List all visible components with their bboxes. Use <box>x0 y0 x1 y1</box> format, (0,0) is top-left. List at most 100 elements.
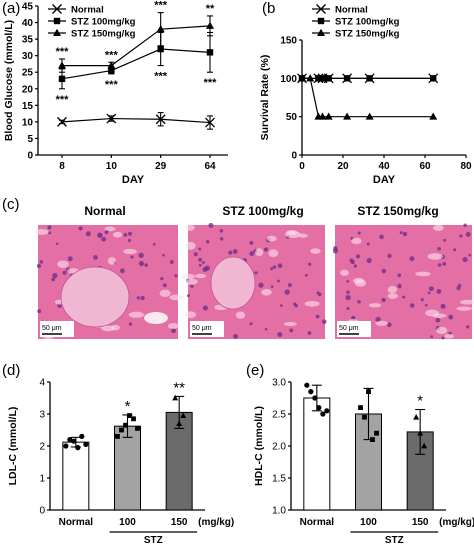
chart-b-point <box>343 112 352 120</box>
histology-nucleus <box>187 294 190 298</box>
histology-nucleus <box>101 236 107 242</box>
chart-e-ytick-label: 1.5 <box>272 474 286 485</box>
chart-a-ytick-label: 0 <box>27 151 33 162</box>
chart-e-datapoint <box>304 382 310 388</box>
chart-e-datapoint <box>362 414 367 420</box>
histology-gap <box>261 289 272 296</box>
chart-e-xtick-label: Normal <box>300 517 335 528</box>
histology-gap <box>169 294 184 301</box>
histology-nucleus <box>144 263 148 267</box>
panel-d-label: (d) <box>2 362 21 379</box>
histology-nucleus <box>357 231 361 235</box>
chart-a-xtick-label: 29 <box>155 161 167 172</box>
chart-a-significance: *** <box>105 79 119 91</box>
chart-a-series-line <box>61 117 211 124</box>
chart-a-ytick-label: 45 <box>22 2 34 13</box>
scale-bar-background <box>40 321 74 337</box>
histology-gap <box>255 248 264 257</box>
chart-e-xtick-label: 100 <box>360 517 377 528</box>
histology-gap <box>104 226 116 232</box>
histology-nucleus <box>440 303 446 309</box>
chart-a-xtick-label: 10 <box>106 161 118 172</box>
histology-gap <box>304 300 320 307</box>
histology-nucleus <box>284 289 290 295</box>
histology-nucleus <box>277 279 280 283</box>
chart-b-point <box>324 112 333 120</box>
histology-nucleus <box>136 296 141 300</box>
histology-gap <box>112 231 123 238</box>
histology-nucleus <box>453 248 457 252</box>
histology-nucleus <box>228 250 233 255</box>
pancreatic-islet <box>60 266 130 328</box>
chart-e-unit-label: (mg/kg) <box>439 517 474 528</box>
histology-gap <box>375 320 388 326</box>
histology-nucleus <box>37 309 42 314</box>
histology-gap <box>268 249 279 258</box>
chart-d-datapoint <box>135 426 140 431</box>
scale-bar-background <box>190 321 224 337</box>
histology-nucleus <box>219 237 224 241</box>
chart-a-ytick-label: 30 <box>22 51 34 62</box>
chart-a-point-stroke <box>155 114 166 125</box>
chart-a-ytick-label: 35 <box>22 35 34 46</box>
chart-b-ytick-label: 150 <box>280 36 297 47</box>
chart-e-group-label: STZ <box>385 535 404 546</box>
chart-e-ytick-label: 3.0 <box>272 378 286 389</box>
chart-a-point-stroke <box>57 116 67 127</box>
histology-nucleus <box>293 302 297 306</box>
chart-d-datapoint <box>180 412 187 418</box>
histology-nucleus <box>171 328 177 334</box>
histology-title: STZ 100mg/kg <box>222 204 303 218</box>
histology-nucleus <box>39 260 44 264</box>
histology-nucleus <box>190 284 194 288</box>
histology-nucleus <box>254 271 258 275</box>
histology-nucleus <box>430 335 433 338</box>
histology-nucleus <box>316 291 320 295</box>
histology-nucleus <box>387 253 392 259</box>
chart-b-legend-label: Normal <box>335 5 368 16</box>
chart-b-xtick-label: 80 <box>460 161 472 172</box>
histology-nucleus <box>78 226 83 231</box>
histology-gap <box>425 309 440 317</box>
histology-nucleus <box>346 290 350 294</box>
chart-d-datapoint <box>131 416 136 422</box>
chart-a-significance: *** <box>105 49 119 61</box>
chart-b-point <box>430 75 437 82</box>
histology-nucleus <box>138 260 145 267</box>
histology-gap <box>266 235 277 242</box>
histology-nucleus <box>128 231 133 236</box>
histology-nucleus <box>51 277 56 282</box>
histology-nucleus <box>448 314 454 320</box>
histology-nucleus <box>93 255 98 260</box>
chart-a-point <box>58 75 66 83</box>
histology-nucleus <box>436 289 442 294</box>
histology-gap <box>368 303 382 308</box>
chart-a-ytick-label: 40 <box>22 18 34 29</box>
chart-e-datapoint <box>358 405 363 410</box>
chart-b: 0 50 100 150 0 20 40 60 80 DAY Survival Rate (%) No… <box>259 4 472 186</box>
histology-gap <box>387 293 398 299</box>
histology-nucleus <box>264 327 268 331</box>
histology-nucleus <box>308 262 312 266</box>
chart-d-datapoint <box>172 394 179 401</box>
chart-d-group-label: STZ <box>144 535 163 546</box>
histology-nucleus <box>249 240 254 245</box>
histology-nucleus <box>162 253 165 257</box>
histology-gap <box>415 271 431 277</box>
histology-nucleus <box>468 253 472 257</box>
chart-a-legend-marker <box>53 17 61 25</box>
chart-b-xtick-label: 40 <box>378 161 390 172</box>
histology-nucleus <box>346 307 350 311</box>
scale-bar-label: 50 μm <box>192 325 212 332</box>
chart-b-point <box>315 75 322 82</box>
histology-nucleus <box>349 258 354 263</box>
chart-a-legend-marker-stroke <box>52 4 62 14</box>
histology-gap <box>283 322 297 327</box>
chart-e-datapoint <box>320 411 326 417</box>
histology-nucleus <box>55 242 59 246</box>
histology-nucleus <box>128 322 133 326</box>
histology-nucleus <box>97 232 103 238</box>
chart-d-datapoint <box>75 445 81 451</box>
chart-d-datapoint <box>115 434 120 439</box>
histology-nucleus <box>289 328 294 333</box>
